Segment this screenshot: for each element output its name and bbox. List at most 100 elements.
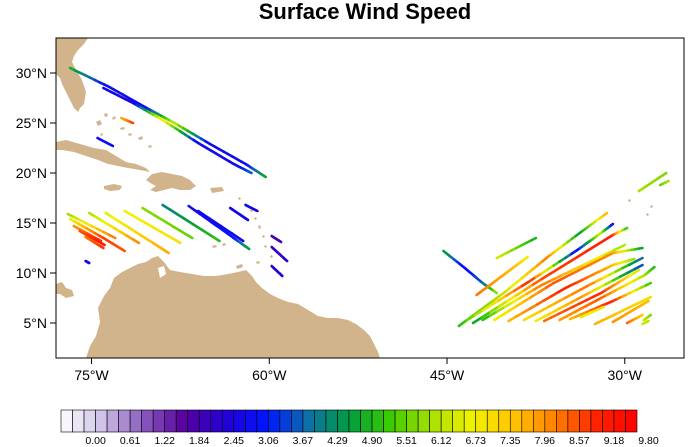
swath-43 xyxy=(658,179,670,187)
colorbar-box xyxy=(279,409,292,433)
colorbar-label: 4.90 xyxy=(362,435,383,447)
swath-segment xyxy=(245,246,251,251)
colorbar-box xyxy=(210,409,223,433)
swath-40 xyxy=(642,313,653,322)
swath-segment xyxy=(518,292,529,300)
swath-segment xyxy=(236,236,245,243)
swath-segment xyxy=(144,221,154,229)
colorbar-label: 2.45 xyxy=(224,435,245,447)
colorbar-box xyxy=(406,409,419,433)
swath-15 xyxy=(196,209,245,243)
swath-segment xyxy=(596,283,607,290)
swath-segment xyxy=(196,226,207,234)
land-south-america xyxy=(86,256,380,358)
colorbar-box xyxy=(187,409,200,433)
land-cuba xyxy=(56,140,150,172)
swath-5 xyxy=(68,217,126,253)
swath-segment xyxy=(506,294,518,303)
swath-21 xyxy=(84,259,91,265)
swath-segment xyxy=(131,238,141,245)
colorbar-box xyxy=(602,409,615,433)
swath-segment xyxy=(571,263,585,272)
colorbar-box xyxy=(256,409,269,433)
swath-segment xyxy=(168,208,179,216)
swath-41 xyxy=(641,319,650,326)
swath-segment xyxy=(175,212,186,220)
x-tick-label: 75°W xyxy=(74,367,109,383)
swath-segment xyxy=(99,245,105,250)
y-tick-label: 5°N xyxy=(24,315,48,331)
colorbar-box xyxy=(129,409,142,433)
swath-segment xyxy=(109,143,115,148)
land-abc-islands xyxy=(212,243,243,269)
x-tick-label: 30°W xyxy=(608,367,643,383)
swath-segment xyxy=(584,244,597,253)
y-tick-label: 10°N xyxy=(16,265,47,281)
swath-segment xyxy=(661,171,668,177)
swath-39 xyxy=(625,313,644,325)
colorbar-label: 3.67 xyxy=(293,435,314,447)
swath-segment xyxy=(120,248,126,253)
colorbar-label: 9.80 xyxy=(638,435,659,447)
swath-28 xyxy=(481,243,627,322)
swath-segment xyxy=(567,270,578,277)
x-axis-ticks: 75°W 60°W 45°W 30°W xyxy=(74,358,643,383)
colorbar-box xyxy=(360,409,373,433)
y-tick-label: 15°N xyxy=(16,215,47,231)
swath-segment xyxy=(581,258,596,267)
swath-segment xyxy=(137,217,147,225)
swath-segment xyxy=(581,262,593,270)
colorbar-box xyxy=(544,409,557,433)
land-layer xyxy=(56,38,653,358)
swath-29 xyxy=(493,246,644,322)
swath-segment xyxy=(488,305,501,314)
swath-segment xyxy=(632,268,641,275)
swath-segment xyxy=(172,237,182,245)
swath-segment xyxy=(599,305,605,310)
colorbar-box xyxy=(440,409,453,433)
colorbar-label: 8.57 xyxy=(569,435,590,447)
swath-segment xyxy=(512,284,524,293)
swath-36 xyxy=(579,305,605,319)
colorbar-label: 1.84 xyxy=(189,435,210,447)
y-tick-label: 25°N xyxy=(16,115,47,131)
swath-segment xyxy=(630,257,636,262)
swath-segment xyxy=(503,301,514,309)
swath-segment xyxy=(481,314,492,322)
swath-segment xyxy=(610,222,615,227)
swath-9 xyxy=(87,211,141,245)
colorbar-box xyxy=(291,409,304,433)
colorbar-box xyxy=(83,409,96,433)
swath-segment xyxy=(549,266,561,275)
swath-segment xyxy=(529,236,538,242)
swath-segment xyxy=(542,316,553,323)
swath-segment xyxy=(602,233,615,242)
swath-segment xyxy=(542,294,553,302)
swath-segment xyxy=(623,226,629,231)
swath-segment xyxy=(644,281,653,287)
swath-segment xyxy=(165,233,175,241)
swath-37 xyxy=(611,299,650,324)
colorbar-box xyxy=(371,409,384,433)
swath-segment xyxy=(666,179,670,183)
swath-segment xyxy=(642,295,653,302)
colorbar-box xyxy=(314,409,327,433)
colorbar-label: 0.00 xyxy=(85,435,106,447)
swath-33 xyxy=(542,268,641,323)
swath-0 xyxy=(68,66,268,179)
swath-segment xyxy=(613,243,627,252)
swath-segment xyxy=(465,313,477,322)
swath-segment xyxy=(544,281,556,289)
swath-10 xyxy=(104,211,170,255)
swath-segment xyxy=(522,295,533,303)
colorbar-box xyxy=(95,409,108,433)
swath-38 xyxy=(593,295,653,326)
swath-segment xyxy=(563,292,575,300)
swath-20 xyxy=(270,264,284,278)
colorbar-box xyxy=(417,409,430,433)
swath-segment xyxy=(602,211,609,217)
swath-35 xyxy=(568,281,653,321)
swath-segment xyxy=(581,290,593,298)
swath-segment xyxy=(514,288,526,297)
swath-segment xyxy=(639,313,644,318)
